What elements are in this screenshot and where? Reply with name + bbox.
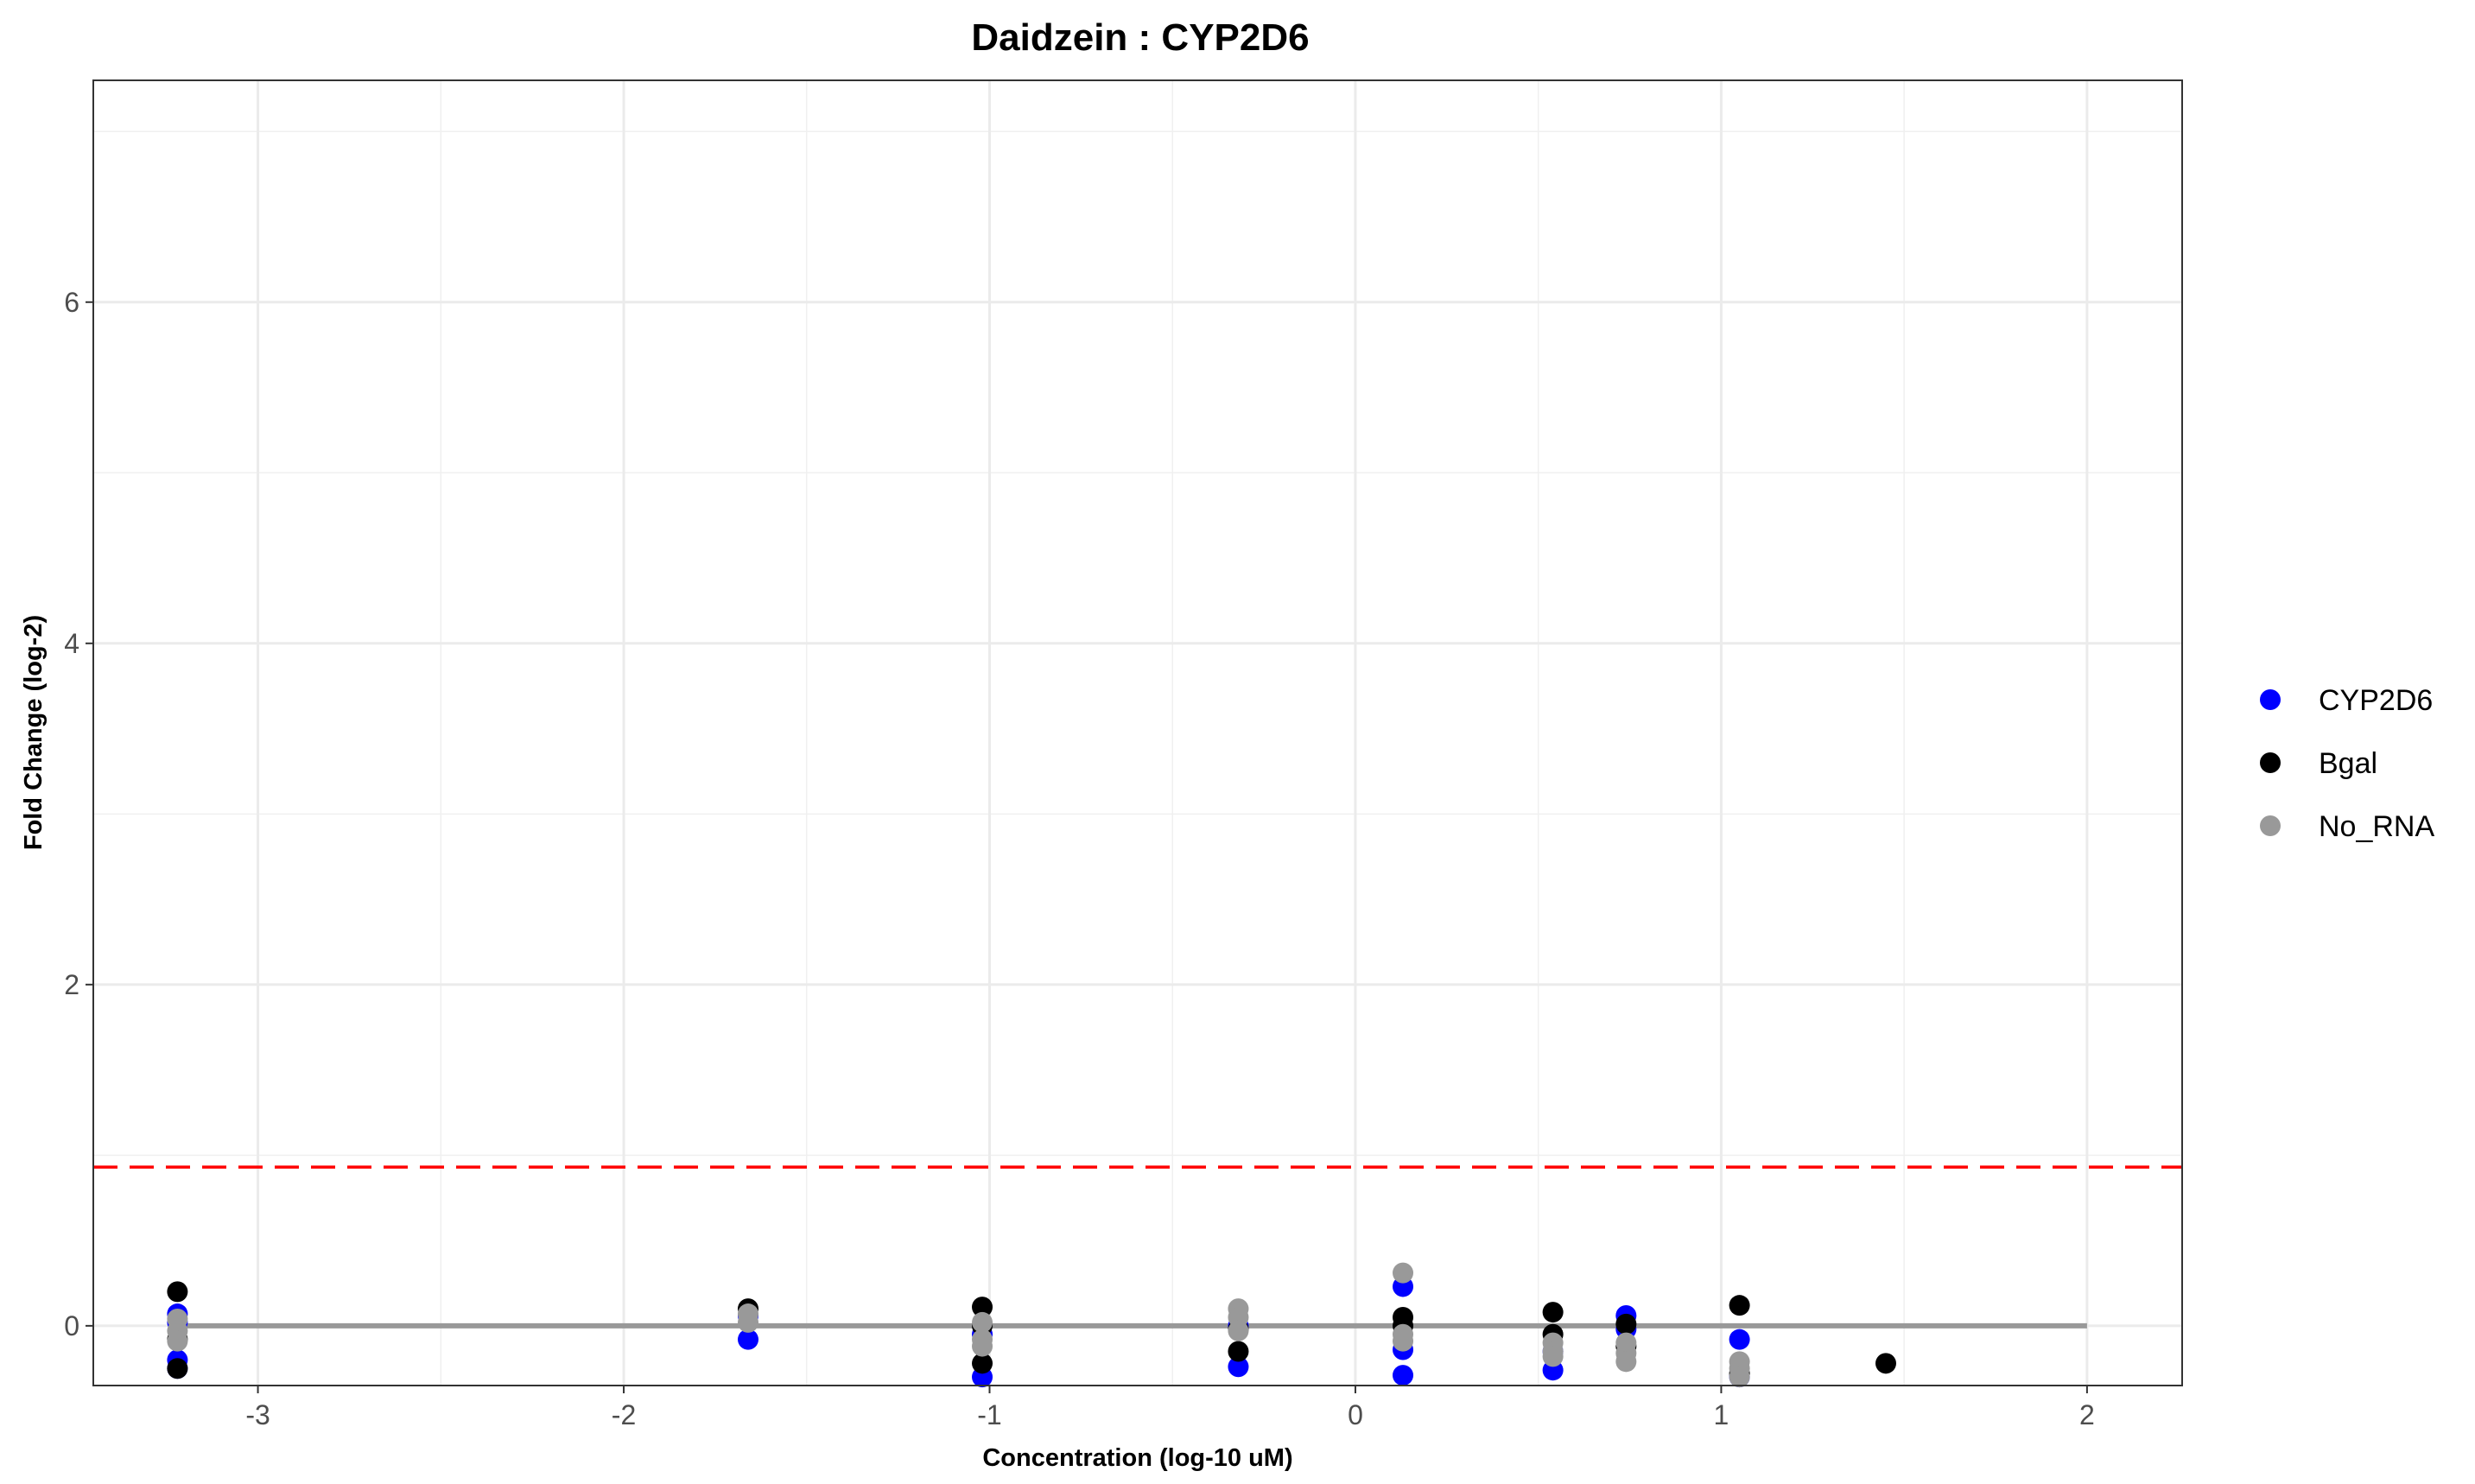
data-point-cyp2d6 (738, 1329, 759, 1350)
data-point-bgal (1729, 1295, 1750, 1316)
reference-lines (93, 1165, 2182, 1329)
data-point-no-rna (1228, 1320, 1249, 1341)
x-tick-label: -2 (612, 1399, 636, 1430)
y-axis: 0 2 4 6 (64, 287, 93, 1341)
data-point-no-rna (1393, 1330, 1414, 1352)
data-point-no-rna (1729, 1367, 1750, 1388)
y-tick-label: 6 (64, 287, 79, 318)
data-point-no-rna (972, 1311, 993, 1333)
data-point-bgal (1228, 1341, 1249, 1362)
y-tick-label: 2 (64, 969, 79, 1000)
plot-border (92, 79, 2183, 1386)
x-axis-title: Concentration (log-10 uM) (982, 1444, 1292, 1472)
data-point-bgal (1875, 1353, 1896, 1374)
y-axis-title: Fold Change (log-2) (20, 615, 48, 850)
data-point-no-rna (738, 1311, 759, 1333)
legend-marker-bgal (2260, 752, 2281, 773)
grid-major (93, 80, 2182, 1386)
x-axis: -3 -2 -1 0 1 2 (245, 1386, 2095, 1430)
data-point-no-rna (1615, 1351, 1637, 1373)
legend-marker-cyp2d6 (2260, 689, 2281, 710)
data-point-cyp2d6 (1228, 1356, 1249, 1378)
legend-label-cyp2d6: CYP2D6 (2319, 684, 2433, 717)
data-point-no-rna (1542, 1346, 1564, 1367)
data-point-bgal (1542, 1302, 1564, 1323)
y-tick-label: 0 (64, 1310, 79, 1341)
x-tick-label: -1 (977, 1399, 1001, 1430)
y-tick-label: 4 (64, 628, 79, 659)
data-point-bgal (167, 1358, 188, 1379)
x-tick-label: 0 (1348, 1399, 1363, 1430)
chart-title: Daidzein : CYP2D6 (971, 16, 1309, 59)
data-point-bgal (167, 1281, 188, 1303)
data-point-bgal (972, 1297, 993, 1318)
data-point-bgal (1615, 1313, 1637, 1335)
data-point-cyp2d6 (1729, 1329, 1750, 1350)
data-points (167, 1262, 1896, 1388)
data-point-no-rna (1393, 1262, 1414, 1284)
data-point-cyp2d6 (1393, 1365, 1414, 1386)
legend-label-bgal: Bgal (2319, 747, 2377, 780)
x-tick-label: -3 (245, 1399, 270, 1430)
x-tick-label: 2 (2079, 1399, 2095, 1430)
grid-minor (93, 80, 2182, 1386)
data-point-bgal (972, 1353, 993, 1374)
x-tick-label: 1 (1714, 1399, 1729, 1430)
legend-label-no-rna: No_RNA (2319, 810, 2434, 843)
data-point-no-rna (972, 1335, 993, 1357)
legend: CYP2D6 Bgal No_RNA (2260, 684, 2434, 843)
legend-marker-no-rna (2260, 815, 2281, 836)
data-point-no-rna (167, 1330, 188, 1352)
